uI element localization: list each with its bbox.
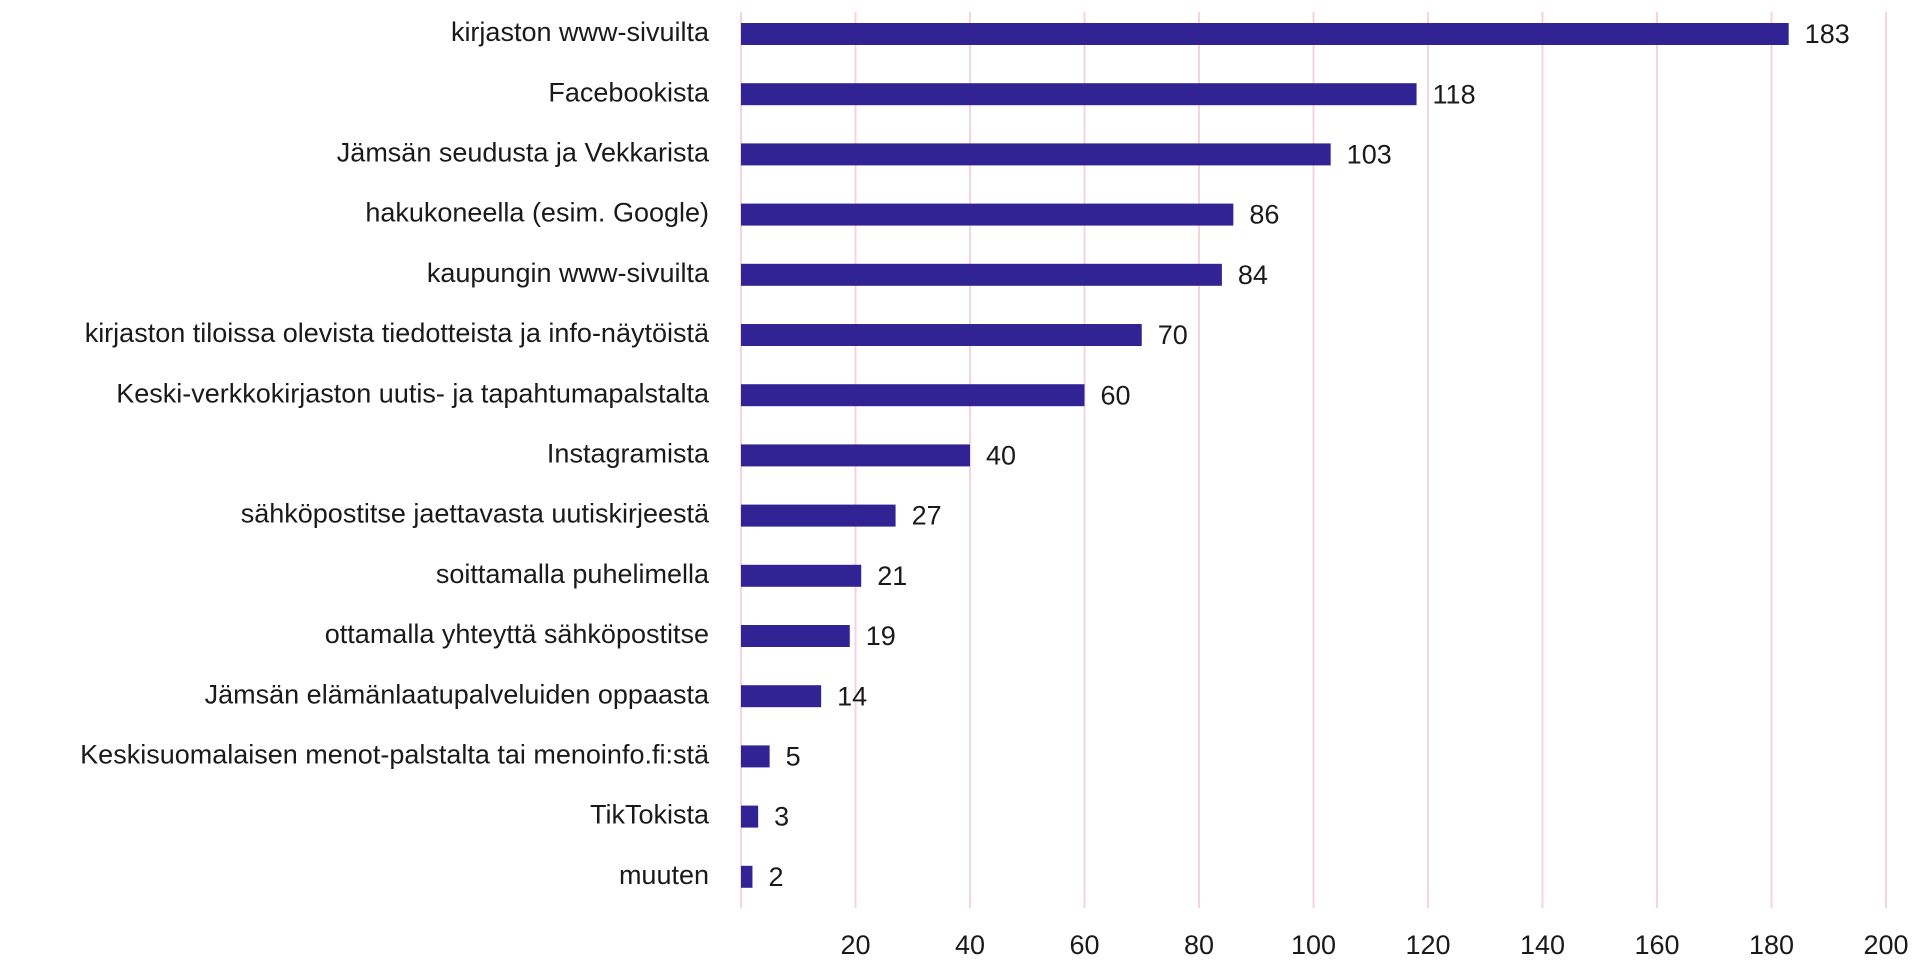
y-tick-label: ottamalla yhteyttä sähköpostitse <box>325 619 709 649</box>
x-tick-label: 120 <box>1405 930 1450 960</box>
bar <box>741 263 1222 286</box>
bar <box>741 745 770 768</box>
y-tick-label: TikTokista <box>590 800 710 830</box>
value-label: 2 <box>768 862 783 892</box>
value-label: 19 <box>866 621 896 651</box>
value-label: 5 <box>786 742 801 772</box>
value-label: 183 <box>1805 19 1850 49</box>
value-label: 14 <box>837 681 867 711</box>
value-label: 27 <box>912 501 942 531</box>
bar <box>741 384 1085 407</box>
value-label: 40 <box>986 441 1016 471</box>
bar <box>741 83 1417 106</box>
y-tick-label: hakukoneella (esim. Google) <box>365 198 709 228</box>
bar <box>741 203 1234 226</box>
y-tick-label: muuten <box>619 860 709 890</box>
value-label: 86 <box>1249 200 1279 230</box>
y-tick-label: Instagramista <box>547 439 710 469</box>
y-tick-label: Jämsän elämänlaatupalveluiden oppaasta <box>205 679 710 709</box>
value-label: 118 <box>1433 79 1476 109</box>
y-tick-label: kirjaston www-sivuilta <box>451 17 710 47</box>
value-label: 70 <box>1158 320 1188 350</box>
y-tick-label: kirjaston tiloissa olevista tiedotteista… <box>85 318 710 348</box>
x-tick-label: 20 <box>840 930 870 960</box>
value-label: 103 <box>1347 140 1392 170</box>
y-tick-label: Jämsän seudusta ja Vekkarista <box>337 138 710 168</box>
y-tick-label: Keski-verkkokirjaston uutis- ja tapahtum… <box>116 378 710 408</box>
bar <box>741 564 862 587</box>
y-tick-label: kaupungin www-sivuilta <box>427 258 710 288</box>
x-tick-label: 180 <box>1749 930 1794 960</box>
value-label: 60 <box>1101 380 1131 410</box>
bar <box>741 625 850 647</box>
bar <box>741 504 896 527</box>
x-tick-label: 100 <box>1291 930 1336 960</box>
value-label: 3 <box>774 802 789 832</box>
x-tick-label: 40 <box>955 930 985 960</box>
x-tick-label: 60 <box>1069 930 1099 960</box>
bar <box>741 324 1142 346</box>
y-tick-label: Facebookista <box>548 77 710 107</box>
x-tick-label: 140 <box>1520 930 1565 960</box>
y-tick-label: Keskisuomalaisen menot-palstalta tai men… <box>80 740 710 770</box>
x-tick-label: 160 <box>1634 930 1679 960</box>
y-tick-label: sähköpostitse jaettavasta uutiskirjeestä <box>241 499 710 529</box>
value-label: 21 <box>877 561 907 591</box>
x-tick-label: 200 <box>1863 930 1908 960</box>
bar <box>741 23 1789 45</box>
bar <box>741 685 822 708</box>
bar <box>741 865 753 888</box>
y-tick-label: soittamalla puhelimella <box>436 559 710 589</box>
bar <box>741 444 970 467</box>
value-label: 84 <box>1238 260 1268 290</box>
x-tick-label: 80 <box>1184 930 1214 960</box>
bar <box>741 805 759 828</box>
bar <box>741 143 1331 166</box>
